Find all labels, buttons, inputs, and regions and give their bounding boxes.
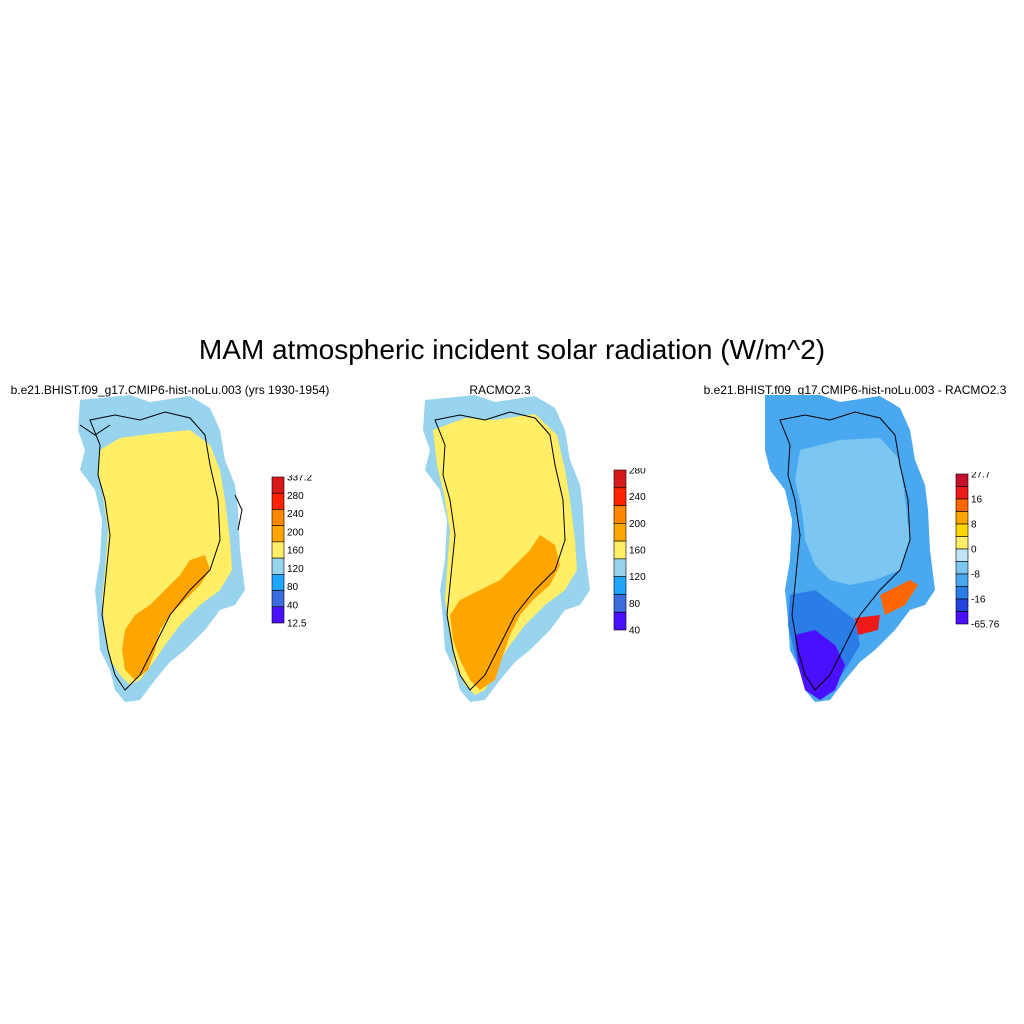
colorbar-tick-label: 160 [287, 546, 304, 557]
south-orange-area [122, 555, 210, 680]
diff-orange-southeast [880, 580, 918, 615]
colorbar-swatch [955, 486, 969, 500]
colorbar-swatch [613, 505, 627, 524]
colorbar-tick-label: 80 [629, 599, 641, 610]
colorbar-swatch [271, 541, 285, 559]
greenland-map-difference [765, 395, 935, 702]
colorbar-swatch [271, 476, 285, 494]
diff-purple-south [795, 630, 845, 700]
diff-lightblue-area [795, 438, 910, 585]
colorbar-tick-label: 27.7 [971, 472, 991, 481]
coastline [779, 411, 911, 691]
colorbar-tick-label: -8 [971, 570, 980, 581]
colorbar-swatch [613, 576, 627, 595]
colorbar-swatch [955, 511, 969, 525]
colorbar-tick-label: 337.2 [287, 475, 312, 484]
colorbar-tick-label: 280 [287, 491, 304, 502]
colorbar-swatch [271, 557, 285, 575]
colorbar-tick-label: 240 [629, 492, 646, 503]
colorbar-swatch [271, 574, 285, 591]
colorbar-swatch [955, 561, 969, 575]
colorbar-tick-label: -16 [971, 595, 986, 606]
colorbar-swatch [955, 473, 969, 487]
colorbar-tick-label: 12.5 [287, 619, 307, 630]
colorbar-tick-label: 0 [971, 545, 977, 556]
map-cells-racmo [423, 395, 590, 702]
diff-red-southeast [855, 615, 880, 635]
greenland-map-racmo [423, 395, 590, 702]
colorbar-swatch [955, 573, 969, 587]
colorbar-tick-label: 200 [287, 527, 304, 538]
greenland-map-model [78, 395, 245, 702]
colorbar-tick-label: 120 [629, 572, 646, 583]
colorbar-tick-label: -65.76 [971, 620, 1000, 631]
colorbar-racmo: 280 240 200 160 120 80 40 [613, 468, 646, 637]
colorbar-swatch [271, 525, 285, 543]
map-cells-difference [765, 395, 935, 702]
colorbar-swatch [613, 523, 627, 542]
colorbar-swatch [613, 558, 627, 577]
colorbar-tick-label: 8 [971, 520, 977, 531]
colorbar-swatch [955, 536, 969, 550]
colorbar-swatch [613, 469, 627, 489]
colorbar-tick-label: 120 [287, 564, 304, 575]
colorbar-swatch [613, 540, 627, 560]
figure-title: MAM atmospheric incident solar radiation… [198, 334, 826, 365]
panel-1-title: b.e21.BHIST.f09_g17.CMIP6-hist-noLu.003 … [10, 383, 330, 397]
panel-3-title: b.e21.BHIST.f09_g17.CMIP6-hist-noLu.003 … [703, 383, 1007, 397]
colorbar-tick-label: 160 [629, 546, 646, 557]
colorbar-swatch [955, 586, 969, 600]
coastline [89, 411, 221, 691]
colorbar-tick-label: 40 [287, 600, 299, 611]
colorbar-swatch [955, 498, 969, 512]
colorbar-tick-label: 80 [287, 582, 299, 593]
colorbar-swatch [955, 523, 969, 537]
colorbar-swatch [613, 594, 627, 613]
south-orange-area [450, 535, 560, 690]
colorbar-swatch [271, 509, 285, 526]
colorbar-swatch [613, 611, 627, 631]
panel-2-title: RACMO2.3 [469, 383, 531, 397]
colorbar-model: 337.2 280 240 200 160 120 80 40 12.5 [271, 475, 312, 630]
colorbar-swatch [955, 611, 969, 625]
colorbar-tick-label: 200 [629, 519, 646, 530]
colorbar-swatch [955, 598, 969, 612]
coastline [434, 411, 566, 691]
colorbar-tick-label: 40 [629, 626, 641, 637]
colorbar-swatch [613, 487, 627, 506]
coastline-detail [79, 424, 243, 531]
map-cells-model [78, 395, 245, 702]
colorbar-swatch [271, 590, 285, 608]
colorbar-tick-label: 280 [629, 468, 646, 477]
colorbar-tick-label: 240 [287, 509, 304, 520]
colorbar-difference: 27.7 16 8 0 -8 -16 -65.76 [955, 472, 1000, 631]
colorbar-swatch [271, 492, 285, 510]
colorbar-tick-label: 16 [971, 495, 983, 506]
colorbar-swatch [955, 548, 969, 562]
colorbar-swatch [271, 606, 285, 624]
